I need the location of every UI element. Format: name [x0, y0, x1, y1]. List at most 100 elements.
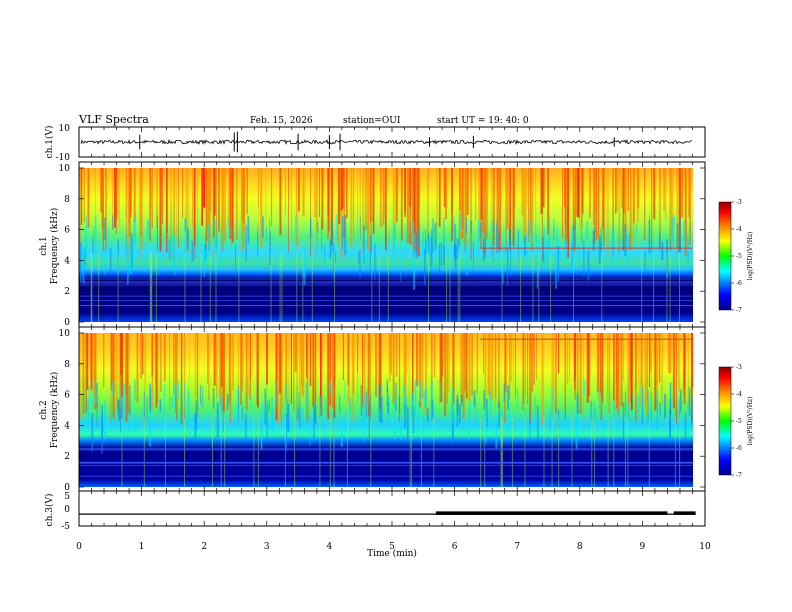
ch1-burst	[257, 231, 258, 256]
ch1-burst	[91, 252, 93, 322]
ch1-burst	[197, 168, 199, 252]
ch1-burst	[407, 168, 409, 244]
ch1-burst	[208, 168, 211, 244]
ch1-burst	[405, 226, 407, 258]
ch2-burst	[681, 409, 682, 423]
ch2-burst	[476, 333, 478, 394]
ch2-burst	[271, 397, 273, 431]
ch1-burst	[524, 235, 526, 256]
ch1-burst	[641, 252, 643, 322]
ch2-burst	[99, 394, 100, 428]
ch2-burst	[134, 379, 136, 401]
ch2-spectrogram-panel: 0 2 4 6 8 10 ch.2 Frequency (kHz)	[39, 326, 706, 493]
ch2-burst	[674, 417, 676, 487]
ch1-burst	[502, 244, 504, 284]
ch1-burst	[565, 239, 568, 259]
ch1-burst	[227, 168, 230, 228]
ch2-burst	[361, 407, 363, 423]
ch1-burst	[338, 168, 341, 225]
ch2-burst	[216, 402, 219, 437]
ch1-burst	[330, 168, 333, 246]
ch2-burst	[549, 409, 551, 431]
ch2-burst	[94, 380, 97, 405]
ch1-burst	[478, 168, 480, 240]
ch1-burst	[491, 221, 494, 233]
ch2-burst	[591, 417, 593, 487]
ch2-burst	[287, 333, 289, 422]
ch2-burst	[678, 397, 680, 433]
ch1-burst	[632, 168, 635, 223]
ch1-burst	[497, 168, 500, 248]
ch2-colorbar-tick-label: -5	[736, 418, 742, 425]
ch2-burst	[236, 404, 238, 425]
ch1-burst	[581, 168, 583, 227]
ch1-burst	[518, 229, 519, 262]
ch2-burst	[586, 333, 589, 403]
ch2-burst	[419, 380, 422, 400]
ch2-burst	[228, 333, 231, 405]
ch2-burst	[386, 386, 389, 405]
ch1-burst	[207, 224, 210, 251]
ch2-burst	[149, 409, 151, 447]
ch1-burst	[425, 239, 427, 252]
ch2-burst	[257, 333, 259, 408]
ch2-burst	[650, 412, 653, 425]
ch1-burst	[553, 218, 555, 241]
ch2-burst	[345, 411, 347, 432]
ch2-burst	[444, 333, 447, 417]
ch1-colorbar-label: log(PSD)(V²/Hz)	[747, 232, 754, 281]
ch1-burst	[167, 242, 169, 254]
ch2-burst	[613, 333, 615, 401]
x-tick-label: 3	[264, 542, 270, 552]
ch1-burst	[170, 168, 172, 259]
ch1-burst	[331, 222, 333, 251]
ch2-burst	[495, 333, 497, 408]
ch1-burst	[187, 230, 189, 250]
ch1-burst	[624, 224, 627, 257]
ch2-burst	[299, 405, 301, 429]
ch1-burst	[125, 168, 127, 218]
ch1-burst	[214, 220, 216, 249]
ch1-burst	[400, 241, 402, 282]
ch1-burst	[205, 249, 208, 260]
ch2-burst	[516, 388, 519, 408]
ch1-burst	[370, 168, 372, 253]
ch1-burst	[505, 168, 507, 253]
ch1-burst	[317, 222, 319, 234]
ch1-burst	[145, 243, 147, 272]
ch1-burst	[592, 230, 595, 251]
ch2-ytick-label: 0	[64, 483, 70, 493]
ch1-burst	[229, 168, 232, 239]
ch1-burst	[676, 223, 679, 248]
ch1-burst	[342, 168, 345, 209]
ch1-burst	[205, 168, 207, 250]
ch1-burst	[158, 251, 159, 275]
ch2-burst	[262, 402, 264, 422]
ch1-burst	[689, 168, 691, 246]
ch2-burst	[537, 406, 539, 441]
ch1-burst	[587, 250, 590, 281]
ch1-burst	[245, 225, 247, 261]
ch2-burst	[683, 333, 686, 397]
ch2-burst	[434, 333, 436, 378]
ch1-burst	[532, 168, 534, 224]
ch2-burst	[664, 393, 666, 419]
ch1-burst	[673, 215, 676, 229]
ch2-burst	[380, 396, 383, 423]
ch2-burst	[159, 399, 162, 412]
ch2-burst	[305, 381, 308, 408]
ch2-burst	[208, 333, 210, 401]
ch2-burst	[431, 400, 434, 418]
ch2-burst	[146, 396, 148, 421]
ch2-burst	[579, 333, 582, 414]
ch2-burst	[577, 392, 579, 414]
ch2-burst	[260, 417, 263, 450]
ch1-burst	[425, 229, 426, 257]
ch1-burst	[242, 228, 244, 247]
ch2-burst	[339, 395, 341, 414]
ch1-burst	[244, 168, 245, 234]
ch1-spectrogram-ylabel-channel: ch.1	[39, 236, 49, 255]
ch1-burst	[470, 220, 473, 234]
ch1-burst	[90, 252, 92, 322]
